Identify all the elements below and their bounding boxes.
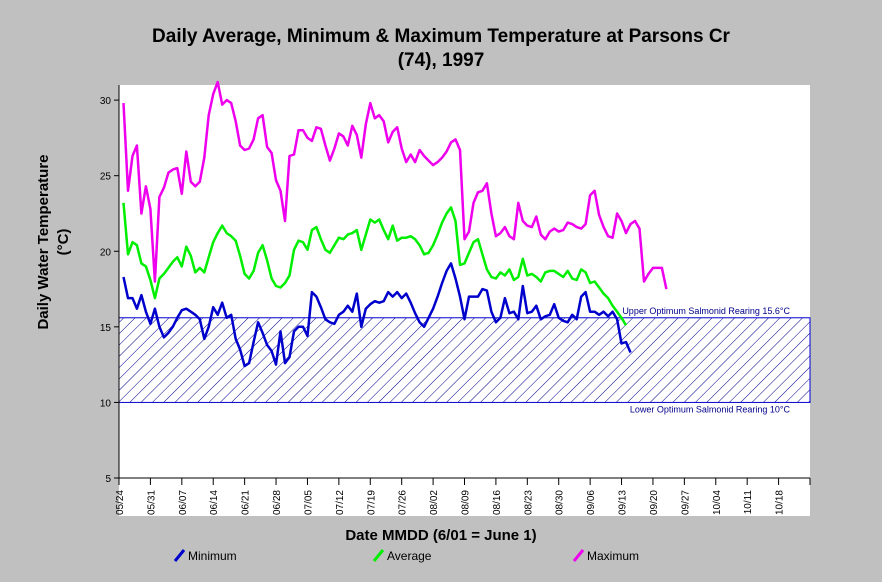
x-tick-label: 09/13 xyxy=(618,490,629,515)
upper-optimum-label: Upper Optimum Salmonid Rearing 15.6°C xyxy=(622,306,790,316)
x-tick-label: 07/12 xyxy=(335,490,346,515)
x-tick-label: 09/27 xyxy=(680,490,691,515)
y-tick-label: 15 xyxy=(100,323,112,334)
x-tick-label: 10/04 xyxy=(712,490,723,515)
y-tick-label: 20 xyxy=(100,247,112,258)
x-tick-label: 09/20 xyxy=(649,490,660,515)
y-tick-label: 25 xyxy=(100,172,112,183)
x-tick-label: 08/23 xyxy=(523,490,534,515)
x-ticks: 05/24 05/31 06/07 06/14 06/21 06/28 07/05 07/12… xyxy=(115,478,811,515)
series-line-average xyxy=(122,202,628,326)
series-line-maximum xyxy=(122,80,668,290)
x-tick-label: 05/24 xyxy=(115,490,126,515)
x-tick-label: 08/09 xyxy=(461,490,472,515)
x-tick-label: 06/07 xyxy=(178,490,189,515)
x-tick-label: 09/06 xyxy=(586,490,597,515)
y-tick-label: 30 xyxy=(100,96,112,107)
plot-area xyxy=(119,85,810,516)
y-axis-label-line1: Daily Water Temperature xyxy=(35,154,52,329)
chart-title-line2: (74), 1997 xyxy=(398,50,485,71)
legend-label-minimum: Minimum xyxy=(188,549,237,563)
lower-optimum-label: Lower Optimum Salmonid Rearing 10°C xyxy=(630,404,791,414)
x-tick-label: 07/26 xyxy=(398,490,409,515)
x-axis-label: Date MMDD (6/01 = June 1) xyxy=(345,527,536,544)
x-tick-label: 10/11 xyxy=(743,490,754,515)
y-axis-label-line2: (°C) xyxy=(55,229,72,256)
chart-title-line1: Daily Average, Minimum & Maximum Tempera… xyxy=(152,26,731,47)
x-tick-label: 10/18 xyxy=(775,490,786,515)
legend-swatch-minimum xyxy=(173,549,186,562)
series-line-minimum xyxy=(122,262,632,368)
series-lines xyxy=(122,80,668,368)
x-tick-label: 05/31 xyxy=(146,490,157,515)
x-tick-label: 08/02 xyxy=(429,490,440,515)
legend-label-maximum: Maximum xyxy=(587,549,639,563)
x-tick-label: 06/21 xyxy=(241,490,252,515)
x-tick-label: 07/05 xyxy=(303,490,314,515)
x-tick-label: 08/30 xyxy=(555,490,566,515)
optimum-rearing-band xyxy=(118,317,811,403)
y-ticks: 5 10 15 20 25 30 xyxy=(100,96,119,485)
legend-swatch-average xyxy=(372,549,385,562)
legend-swatch-maximum xyxy=(572,549,585,562)
x-tick-label: 06/28 xyxy=(272,490,283,515)
y-tick-label: 5 xyxy=(105,474,111,485)
y-tick-label: 10 xyxy=(100,398,112,409)
legend: Minimum Average Maximum xyxy=(173,549,639,563)
x-tick-label: 07/19 xyxy=(366,490,377,515)
legend-label-average: Average xyxy=(387,549,432,563)
x-tick-label: 06/14 xyxy=(209,490,220,515)
x-tick-label: 08/16 xyxy=(492,490,503,515)
